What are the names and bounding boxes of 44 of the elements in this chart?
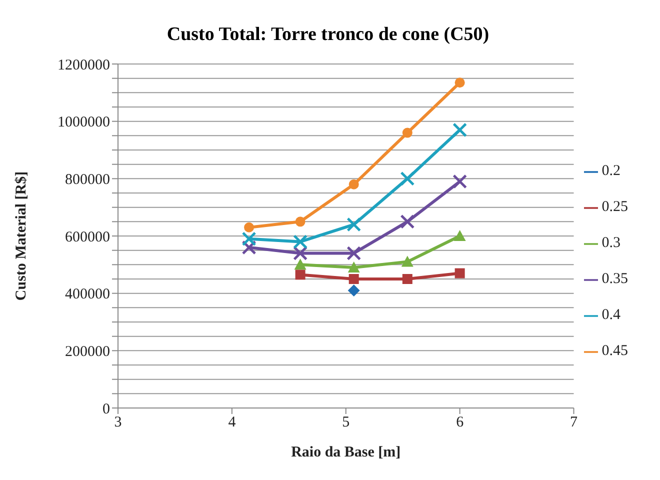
x-tick-label: 5 <box>342 414 350 431</box>
point <box>400 214 415 229</box>
point <box>454 230 466 241</box>
point <box>452 174 468 189</box>
point <box>400 171 415 186</box>
point <box>348 262 360 273</box>
legend-label: 0.35 <box>602 271 628 287</box>
point <box>346 246 362 260</box>
point <box>348 274 359 284</box>
point <box>242 232 256 246</box>
legend-label: 0.2 <box>602 163 620 179</box>
point <box>346 217 362 232</box>
point <box>401 256 414 267</box>
point <box>244 222 254 232</box>
point <box>454 268 465 278</box>
point <box>293 234 308 249</box>
point <box>402 274 412 284</box>
x-axis-title: Raio da Base [m] <box>291 444 401 461</box>
y-tick-label: 1000000 <box>58 114 110 131</box>
point <box>293 246 308 260</box>
y-tick-label: 600000 <box>65 229 110 246</box>
y-tick-label: 1200000 <box>58 57 110 74</box>
y-tick-label: 200000 <box>65 344 110 360</box>
point <box>454 78 465 88</box>
x-tick-label: 3 <box>114 414 122 431</box>
y-tick-label: 400000 <box>65 286 110 303</box>
legend-label: 0.3 <box>602 235 620 251</box>
x-tick-label: 4 <box>228 414 236 431</box>
x-tick-label: 7 <box>570 414 578 431</box>
legend-label: 0.45 <box>602 343 628 359</box>
point <box>295 270 306 280</box>
legend-label: 0.4 <box>602 307 620 323</box>
y-axis-title: Custo Material [R$] <box>13 171 30 301</box>
point <box>348 179 359 190</box>
point <box>348 284 360 296</box>
chart-title: Custo Total: Torre tronco de cone (C50) <box>166 23 490 47</box>
point <box>294 258 306 270</box>
y-tick-label: 800000 <box>65 172 110 188</box>
point <box>452 122 468 138</box>
point <box>402 128 412 138</box>
x-tick-label: 6 <box>456 414 464 431</box>
legend-label: 0.25 <box>602 199 628 215</box>
point <box>295 216 306 227</box>
y-tick-label: 0 <box>102 401 110 418</box>
